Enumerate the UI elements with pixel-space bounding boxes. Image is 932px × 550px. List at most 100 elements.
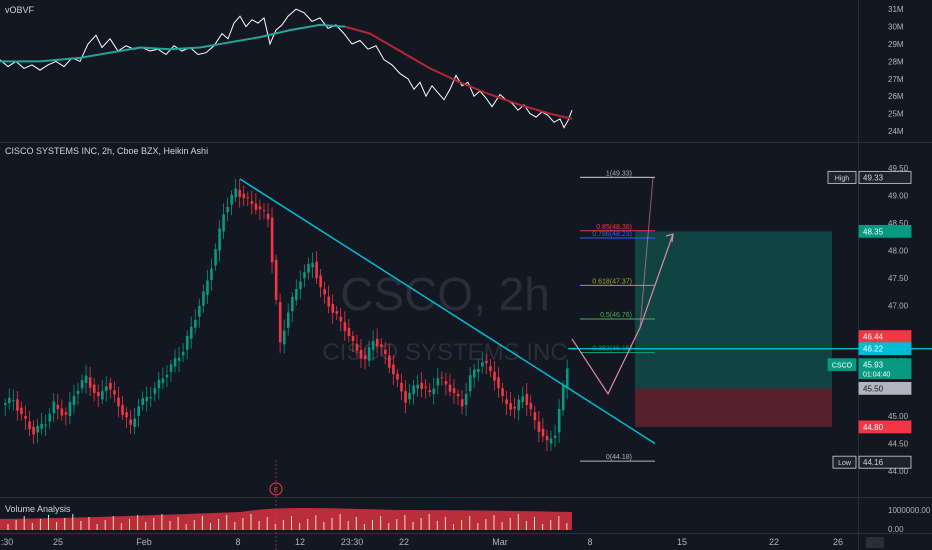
candle-body — [48, 413, 52, 422]
candle-body — [258, 206, 262, 210]
volume-pane-title: Volume Analysis — [5, 504, 71, 514]
candle-body — [12, 400, 15, 402]
price-tick-label: 44.50 — [888, 439, 909, 448]
candle-body — [311, 262, 314, 268]
price-badge-tag — [827, 358, 857, 372]
projection-extension — [639, 177, 654, 328]
price-badge: CSCO 45.93 01:04:40 — [827, 358, 912, 380]
price-badge-value: 46.22 — [863, 345, 884, 354]
candle-body — [375, 338, 379, 347]
fib-level-label: 0.618(47.37) — [592, 278, 632, 285]
price-badge-value: 45.93 — [863, 361, 884, 370]
candle-body — [287, 312, 290, 328]
x-axis-label: 25 — [53, 537, 63, 547]
fib-level-label: 0(44.18) — [606, 454, 632, 461]
price-tick-label: 47.50 — [888, 274, 909, 283]
candle-body — [456, 393, 460, 397]
candle-body — [351, 336, 355, 342]
candle-body — [444, 381, 448, 385]
candle-body — [315, 261, 318, 279]
candle-body — [145, 396, 149, 402]
candle-body — [88, 377, 92, 388]
x-axis-label: 8 — [587, 537, 592, 547]
candle-body — [254, 203, 258, 210]
candle-body — [96, 392, 100, 397]
candle-body — [303, 272, 306, 279]
candle-body — [84, 375, 88, 383]
candle-body — [404, 391, 407, 403]
price-badge-value: 45.50 — [863, 384, 884, 393]
candle-body — [359, 349, 363, 359]
price-badge: 45.50 — [858, 381, 912, 395]
candle-body — [189, 326, 193, 339]
candle-body — [497, 377, 500, 389]
candle-body — [194, 319, 197, 328]
candle-body — [517, 399, 521, 411]
candle-body — [448, 384, 452, 392]
candle-body — [440, 377, 444, 379]
candle-body — [270, 217, 274, 263]
candle-body — [464, 393, 468, 405]
price-badge-value: 49.33 — [863, 173, 884, 182]
candle-body — [92, 384, 96, 394]
candle-body — [4, 403, 7, 405]
candle-body — [266, 213, 270, 220]
candle-body — [460, 399, 464, 407]
obv-tick-label: 31M — [888, 5, 904, 14]
x-axis-label: Feb — [136, 537, 152, 547]
projection-arrowhead — [665, 233, 674, 243]
candle-body — [40, 423, 43, 429]
price-badge-value: 48.35 — [863, 227, 884, 236]
candle-body — [493, 371, 496, 381]
candle-body — [52, 401, 56, 414]
price-badge-tag-text: Low — [838, 460, 852, 467]
candle-body — [36, 425, 39, 433]
price-badge-box — [858, 170, 912, 184]
candle-body — [557, 409, 561, 433]
earnings-marker-label: E — [274, 487, 279, 494]
candle-body — [481, 362, 484, 367]
watermark-symbol: CSCO, 2h — [340, 268, 550, 320]
candle-body — [525, 393, 529, 405]
candle-body — [101, 390, 104, 400]
candle-body — [307, 263, 310, 273]
candle-body — [222, 214, 225, 232]
price-badge: 48.35 — [858, 224, 912, 238]
candle-body — [80, 380, 84, 389]
candle-body — [282, 330, 286, 345]
candle-body — [452, 388, 456, 394]
obv-ma-falling — [344, 25, 573, 120]
candle-body — [149, 397, 153, 399]
candle-body — [327, 296, 331, 307]
candle-body — [161, 378, 165, 383]
price-tick-label: 49.50 — [888, 164, 909, 173]
price-badge-box — [858, 358, 912, 380]
candle-body — [278, 302, 282, 343]
candle-body — [210, 268, 213, 281]
main-pane-title: CISCO SYSTEMS INC, 2h, Cboe BZX, Heikin … — [5, 146, 209, 156]
candle-body — [355, 344, 359, 351]
candle-body — [489, 366, 492, 372]
candle-body — [113, 390, 116, 395]
price-badge-box — [858, 420, 912, 434]
candle-body — [141, 398, 145, 405]
obv-ma-rising — [0, 23, 346, 63]
candle-body — [472, 369, 476, 378]
price-badge: High 49.33 — [827, 170, 912, 184]
candle-body — [505, 399, 508, 405]
fib-level-label: 0.85(48.36) — [596, 224, 632, 231]
candle-body — [428, 390, 432, 393]
obv-tick-label: 24M — [888, 127, 904, 136]
candle-body — [347, 327, 351, 337]
obv-line — [0, 8, 573, 129]
candle-body — [28, 421, 31, 430]
candle-body — [109, 382, 112, 390]
fib-level-label: 0.786(48.23) — [592, 231, 632, 238]
candle-body — [436, 378, 440, 386]
candle-body — [133, 418, 136, 427]
price-tick-label: 45.00 — [888, 412, 909, 421]
candle-body — [24, 415, 27, 419]
candle-body — [56, 404, 60, 409]
candle-body — [250, 201, 254, 204]
